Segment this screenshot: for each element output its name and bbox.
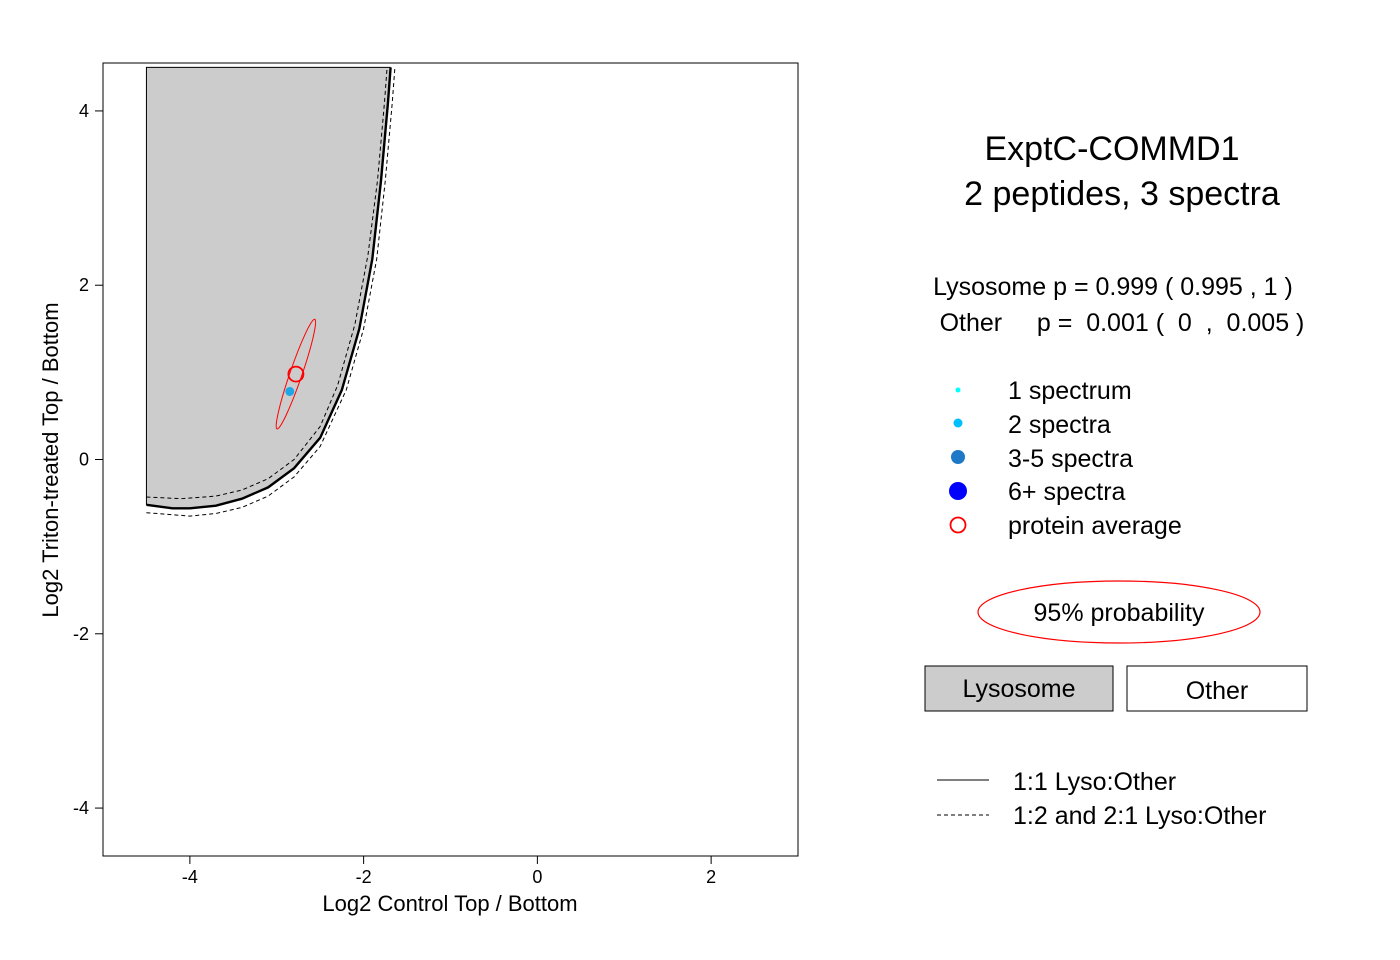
legend-ellipse-95 xyxy=(977,580,1261,644)
legend-label-95-probability: 95% probability xyxy=(1034,599,1205,627)
x-tick-label--4: -4 xyxy=(182,867,198,887)
x-tick-label-0: 0 xyxy=(532,867,542,887)
legend: 1 spectrum 2 spectra 3-5 spectra 6+ spec… xyxy=(924,377,1308,830)
y-tick-label-4: 4 xyxy=(79,101,89,121)
x-tick-label--2: -2 xyxy=(356,867,372,887)
axes: -4 -2 0 2 -4 -2 0 2 4 xyxy=(73,101,716,887)
legend-box-other xyxy=(1126,665,1308,712)
lysosome-region-edge xyxy=(145,66,391,505)
y-axis-label: Log2 Triton-treated Top / Bottom xyxy=(38,302,63,617)
y-tick-label--2: -2 xyxy=(73,624,89,644)
other-probability: Other p = 0.001 ( 0 , 0.005 ) xyxy=(940,309,1305,337)
legend-label-solid: 1:1 Lyso:Other xyxy=(1013,768,1176,796)
legend-label-dashed: 1:2 and 2:1 Lyso:Other xyxy=(1013,802,1266,830)
chart-subtitle: 2 peptides, 3 spectra xyxy=(964,175,1280,213)
data-point-1 xyxy=(285,387,295,396)
boundary-1to2-line xyxy=(146,67,388,500)
chart-title: ExptC-COMMD1 xyxy=(984,130,1239,168)
legend-marker-2-spectra xyxy=(953,418,963,428)
y-tick-label--4: -4 xyxy=(73,798,89,818)
protein-average-marker xyxy=(287,365,305,383)
legend-marker-protein-average xyxy=(949,516,967,534)
legend-label-lysosome: Lysosome xyxy=(962,675,1075,703)
lysosome-region xyxy=(146,67,391,509)
legend-label-2-spectra: 2 spectra xyxy=(1008,411,1111,439)
legend-label-1-spectrum: 1 spectrum xyxy=(1008,377,1132,405)
legend-label-3-5-spectra: 3-5 spectra xyxy=(1008,445,1133,473)
legend-marker-6-plus-spectra xyxy=(949,482,967,500)
x-tick-label-2: 2 xyxy=(706,867,716,887)
legend-label-protein-average: protein average xyxy=(1008,512,1182,540)
lysosome-probability: Lysosome p = 0.999 ( 0.995 , 1 ) xyxy=(933,273,1293,301)
legend-label-6-plus-spectra: 6+ spectra xyxy=(1008,478,1126,506)
x-axis-label: Log2 Control Top / Bottom xyxy=(322,891,577,916)
y-tick-label-2: 2 xyxy=(79,275,89,295)
legend-marker-1-spectrum xyxy=(955,387,961,393)
legend-label-other: Other xyxy=(1186,677,1249,705)
probability-ellipse xyxy=(275,318,317,430)
legend-marker-3-5-spectra xyxy=(951,450,965,464)
plot-area xyxy=(145,66,396,517)
boundary-2to1-line xyxy=(146,67,396,517)
y-tick-label-0: 0 xyxy=(79,450,89,470)
legend-box-lysosome xyxy=(924,665,1114,712)
boundary-1to1-line xyxy=(146,67,392,510)
